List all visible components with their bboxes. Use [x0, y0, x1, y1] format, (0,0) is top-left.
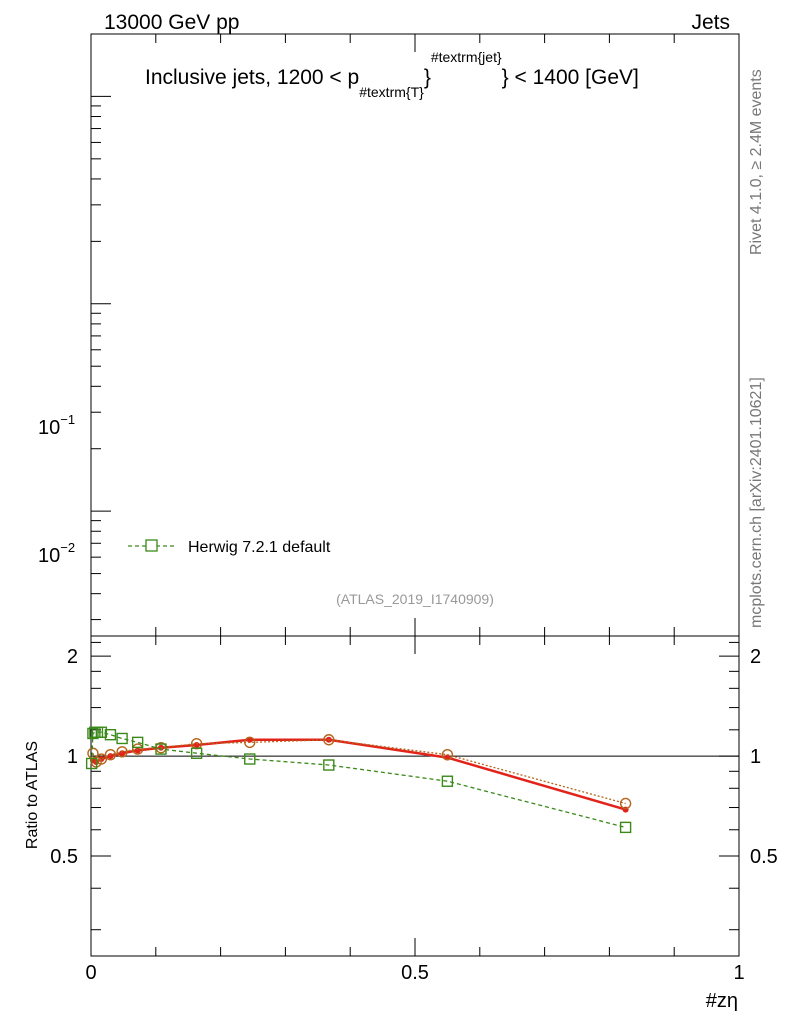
analysis-watermark: (ATLAS_2019_I1740909) — [336, 591, 494, 607]
ratio-point-square — [131, 736, 144, 749]
ratio-point-circle — [116, 746, 128, 758]
ratio-x-tick-label: 0.5 — [401, 962, 429, 984]
energy-label: 13000 GeV pp — [104, 11, 239, 34]
ratio-y-tick-label: 1 — [67, 746, 78, 768]
ratio-point-dot — [134, 747, 141, 754]
ratio-point-dot — [107, 753, 114, 760]
ratio-point-square — [116, 732, 128, 745]
title-brace: } — [424, 66, 431, 89]
ratio-y-tick-label-right: 1 — [750, 746, 761, 768]
ratio-point-square — [619, 821, 632, 834]
ratio-xlabel: #zη — [706, 990, 738, 1012]
process-label: Jets — [691, 11, 730, 34]
ratio-point-square — [85, 757, 98, 770]
ratio-point-circle — [244, 736, 256, 749]
ratio-point-circle — [441, 748, 454, 761]
ratio-point-square — [104, 729, 117, 741]
ratio-y-tick-label-right: 0.5 — [750, 846, 778, 868]
ratio-point-square — [95, 726, 108, 738]
legend-marker — [145, 539, 158, 552]
ratio-x-tick-label: 1 — [733, 962, 744, 984]
ratio-y-tick-label-right: 2 — [750, 646, 761, 668]
title-subscript: #textrm{T} — [359, 84, 424, 100]
ratio-point-dot — [119, 750, 126, 757]
rivet-label: Rivet 4.1.0, ≥ 2.4M events — [748, 69, 765, 255]
main-panel-ticks — [90, 33, 740, 636]
legend-label: Herwig 7.2.1 default — [188, 539, 331, 556]
ratio-point-circle — [619, 797, 632, 810]
ratio-y-tick-label: 2 — [67, 646, 78, 668]
ratio-point-square — [441, 775, 454, 787]
ratio-point-square — [323, 759, 335, 771]
ratio-ylabel: Ratio to ATLAS — [24, 741, 41, 849]
ratio-panel-frame — [90, 635, 740, 957]
main-title: Inclusive jets, 1200 < p#textrm{T}}#text… — [145, 49, 639, 100]
source-label: mcplots.cern.ch [arXiv:2401.10621] — [748, 377, 765, 628]
ratio-series-line-1 — [92, 739, 626, 805]
ratio-series-group — [85, 726, 632, 834]
main-y-tick-label-2: 10−2 — [38, 540, 75, 567]
main-y-tick-label-1: 10−1 — [38, 412, 75, 439]
ratio-point-circle — [104, 748, 117, 761]
legend: Herwig 7.2.1 default — [128, 539, 331, 556]
ratio-x-tick-label: 0 — [85, 962, 96, 984]
ratio-point-circle — [131, 743, 144, 755]
title-suffix: } < 1400 [GeV] — [502, 66, 639, 89]
ratio-y-tick-label: 0.5 — [50, 846, 78, 868]
ratio-point-dot — [193, 742, 200, 749]
ratio-point-square — [190, 747, 203, 759]
svg-text:10−2: 10−2 — [38, 540, 75, 567]
svg-text:10−1: 10−1 — [38, 412, 75, 439]
ratio-panel-ticks — [90, 636, 740, 956]
title-prefix: Inclusive jets, 1200 < p — [145, 66, 359, 89]
ratio-point-circle — [323, 734, 335, 746]
title-superscript: #textrm{jet} — [431, 49, 502, 65]
ratio-point-square — [155, 743, 167, 755]
ratio-point-square — [244, 753, 256, 765]
